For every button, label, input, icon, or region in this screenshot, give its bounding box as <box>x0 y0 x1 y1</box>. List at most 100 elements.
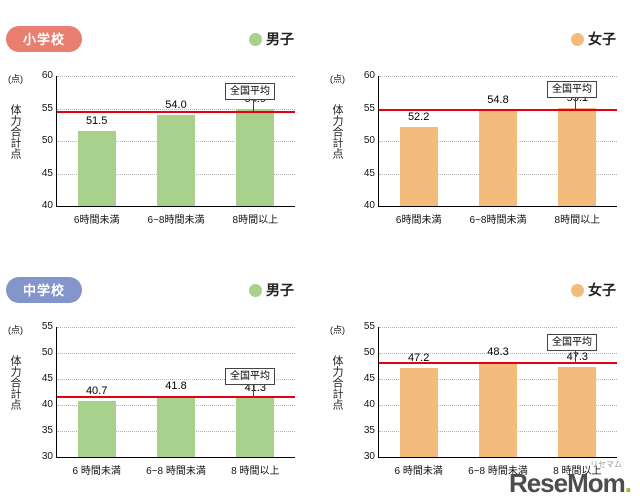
chart-panel-junior-boys: 中学校 男子 体力合計点 (点) 55 50 45 40 35 30 40.7 6 時間未満 41.8 6… <box>6 277 316 482</box>
plot-area: (点)605550454051.56時間未満54.06~8時間未満54.98時間… <box>8 70 295 226</box>
legend-label: 女子 <box>588 282 616 298</box>
y-axis-title: 体力合計点 <box>331 355 343 410</box>
y-tick-label: 50 <box>363 135 375 146</box>
resemom-logo-dot: . <box>624 468 632 498</box>
y-tick-label: 60 <box>363 70 375 81</box>
y-tick-label: 50 <box>41 135 53 146</box>
y-tick-label: 55 <box>41 102 53 114</box>
gridline <box>379 353 617 354</box>
y-tick-label: 40 <box>363 399 375 410</box>
x-category-label: 8時間以上 <box>232 215 279 226</box>
bar-value-label: 51.5 <box>85 115 108 128</box>
national-average-line <box>379 362 617 365</box>
legend-label: 女子 <box>588 31 616 47</box>
chart-grid: 小学校 男子 体力合計点 (点) 60 55 50 45 40 51.5 6時間未満 54.0 6~8時… <box>6 26 638 482</box>
y-axis-unit: (点) <box>8 325 23 335</box>
y-tick-label: 45 <box>363 373 375 384</box>
resemom-logo: リセマム ReseMom. <box>509 460 632 497</box>
national-average-label: 全国平均 <box>225 367 275 385</box>
resemom-logo-wordmark: ReseMom. <box>509 470 632 496</box>
gridline <box>379 327 617 328</box>
y-tick-label: 35 <box>41 425 53 436</box>
gridline <box>57 353 295 354</box>
y-tick-label: 45 <box>363 167 375 179</box>
x-category-label: 8 時間以上 <box>231 466 280 477</box>
national-average-line <box>57 110 295 113</box>
legend: 男子 <box>249 280 294 300</box>
plot-area: (点) 60 55 50 45 40 52.2 6時間未満 54.8 6~8時間未満 55.1 8時間… <box>330 70 617 226</box>
y-tick-label: 55 <box>41 321 53 332</box>
national-average-line <box>379 108 617 111</box>
y-tick-label: 60 <box>41 70 53 81</box>
x-category-label: 6~8時間未満 <box>469 215 527 226</box>
y-tick-label: 50 <box>363 347 375 358</box>
national-average-pointer <box>253 98 254 111</box>
chart-body: 体力合計点 (点) 55 50 45 40 35 30 47.2 6 時間未満 48.3 6~8 時間… <box>328 309 638 482</box>
bar <box>558 107 597 206</box>
legend-dot-icon <box>249 283 262 297</box>
chart-header-elementary-girls: 女子 <box>328 26 638 52</box>
bar <box>399 126 438 206</box>
chart-body: 体力合計点(点)605550454051.56時間未満54.06~8時間未満54… <box>6 58 316 231</box>
y-axis-unit: (点) <box>330 325 345 335</box>
bar <box>77 131 116 206</box>
legend-label: 男子 <box>266 282 294 298</box>
bar <box>236 398 275 457</box>
chart-panel-elementary-boys: 小学校 男子 体力合計点 (点) 60 55 50 45 40 51.5 6時間未満 54.0 6~8時… <box>6 26 316 231</box>
plot-area: (点) 55 50 45 40 35 30 40.7 6 時間未満 41.8 6~8 時間未満 41.… <box>8 321 295 477</box>
x-category-label: 8時間以上 <box>554 215 601 226</box>
y-tick-label: 35 <box>363 425 375 436</box>
bar-value-label: 47.3 <box>566 351 589 364</box>
y-axis-title: 体力合計点 <box>331 104 343 159</box>
x-category-label: 6~8時間未満 <box>147 215 205 226</box>
x-category-label: 6 時間未満 <box>394 466 443 477</box>
bar <box>236 109 275 206</box>
y-tick-label: 40 <box>41 200 53 211</box>
x-category-label: 6時間未満 <box>395 215 442 226</box>
bar <box>157 395 195 457</box>
chart-header-junior-boys: 中学校 男子 <box>6 277 316 303</box>
legend-dot-icon <box>571 283 584 297</box>
y-tick-label: 40 <box>363 200 375 211</box>
national-average-label: 全国平均 <box>547 80 597 98</box>
bar <box>479 109 517 206</box>
national-average-line <box>57 395 295 398</box>
x-category-label: 8 時間以上 <box>553 466 602 477</box>
legend-label: 男子 <box>266 31 294 47</box>
chart-body: 体力合計点 (点) 60 55 50 45 40 52.2 6時間未満 54.8 6~8時間未満 55… <box>328 58 638 231</box>
bar <box>77 401 116 457</box>
national-average-label: 全国平均 <box>547 334 597 352</box>
legend: 女子 <box>571 29 616 49</box>
national-average-pointer <box>575 350 576 363</box>
bar <box>399 367 438 457</box>
section-badge: 中学校 <box>6 277 83 303</box>
bar-value-label: 40.7 <box>85 385 108 398</box>
gridline <box>57 76 295 77</box>
y-tick-label: 55 <box>363 102 375 114</box>
legend-dot-icon <box>571 32 584 46</box>
x-category-label: 6 時間未満 <box>72 466 121 477</box>
y-tick-label: 50 <box>41 347 53 358</box>
resemom-logo-kana: リセマム <box>590 460 622 469</box>
chart-panel-elementary-girls: 女子 体力合計点 (点) 60 55 50 45 40 52.2 6時間未満 54.8 6~8時間未満… <box>328 26 638 231</box>
gridline <box>57 327 295 328</box>
national-average-pointer <box>253 383 254 396</box>
resemom-logo-text: ReseMom <box>508 468 626 498</box>
gridline <box>57 379 295 380</box>
national-average-label: 全国平均 <box>225 82 275 100</box>
y-tick-label: 45 <box>41 167 53 179</box>
y-axis-title: 体力合計点 <box>9 104 21 159</box>
bar-value-label: 41.8 <box>165 379 187 392</box>
national-average-pointer <box>575 96 576 109</box>
bar-value-label: 54.0 <box>165 99 187 111</box>
section-badge: 小学校 <box>6 26 83 52</box>
y-tick-label: 30 <box>41 451 53 462</box>
bar-value-label: 48.3 <box>487 345 509 358</box>
gridline <box>379 76 617 77</box>
y-axis-title: 体力合計点 <box>9 355 21 410</box>
y-tick-label: 30 <box>363 451 375 462</box>
legend-dot-icon <box>249 32 262 46</box>
bar-value-label: 54.8 <box>487 93 509 106</box>
y-axis-unit: (点) <box>330 74 345 84</box>
chart-panel-junior-girls: 女子 体力合計点 (点) 55 50 45 40 35 30 47.2 6 時間未満 48.3 6~8 … <box>328 277 638 482</box>
